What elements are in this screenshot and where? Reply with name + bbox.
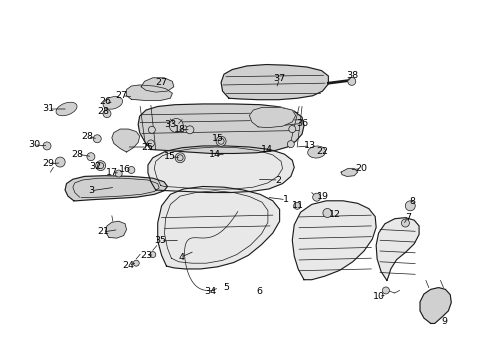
Polygon shape bbox=[148, 146, 294, 193]
Text: 15: 15 bbox=[164, 152, 176, 161]
Circle shape bbox=[115, 170, 122, 177]
Text: 21: 21 bbox=[97, 228, 109, 237]
Polygon shape bbox=[340, 168, 357, 176]
Circle shape bbox=[96, 161, 105, 171]
Text: 36: 36 bbox=[295, 119, 307, 128]
Text: 18: 18 bbox=[174, 125, 186, 134]
Text: 5: 5 bbox=[223, 283, 228, 292]
Text: 7: 7 bbox=[404, 213, 410, 222]
Polygon shape bbox=[141, 78, 173, 92]
Text: 4: 4 bbox=[178, 253, 184, 262]
Polygon shape bbox=[65, 176, 167, 201]
Text: 26: 26 bbox=[100, 97, 111, 106]
Circle shape bbox=[287, 141, 294, 148]
Circle shape bbox=[216, 136, 225, 146]
Text: 23: 23 bbox=[140, 251, 152, 260]
Text: 16: 16 bbox=[119, 165, 131, 174]
Circle shape bbox=[128, 166, 135, 174]
Text: 30: 30 bbox=[28, 140, 40, 149]
Polygon shape bbox=[292, 201, 375, 280]
Text: 17: 17 bbox=[106, 168, 118, 177]
Text: 3: 3 bbox=[88, 186, 94, 195]
Circle shape bbox=[405, 201, 414, 211]
Circle shape bbox=[93, 135, 101, 143]
Text: 28: 28 bbox=[72, 150, 83, 159]
Circle shape bbox=[43, 142, 51, 150]
Text: 37: 37 bbox=[273, 75, 285, 84]
Polygon shape bbox=[105, 221, 126, 238]
Text: 35: 35 bbox=[154, 237, 166, 246]
Circle shape bbox=[133, 260, 139, 266]
Polygon shape bbox=[221, 64, 328, 100]
Text: 28: 28 bbox=[81, 132, 93, 141]
Circle shape bbox=[169, 118, 183, 132]
Circle shape bbox=[322, 208, 331, 217]
Polygon shape bbox=[249, 108, 295, 128]
Circle shape bbox=[55, 157, 65, 167]
Circle shape bbox=[147, 140, 154, 147]
Circle shape bbox=[312, 193, 320, 201]
Text: 19: 19 bbox=[316, 192, 328, 201]
Text: 8: 8 bbox=[409, 197, 415, 206]
Circle shape bbox=[149, 252, 156, 257]
Circle shape bbox=[185, 126, 193, 134]
Circle shape bbox=[148, 126, 155, 133]
Circle shape bbox=[87, 153, 95, 161]
Text: 20: 20 bbox=[355, 164, 367, 173]
Ellipse shape bbox=[56, 102, 77, 116]
Text: 31: 31 bbox=[42, 104, 55, 113]
Text: 27: 27 bbox=[155, 78, 167, 87]
Polygon shape bbox=[112, 129, 140, 152]
Polygon shape bbox=[375, 218, 418, 280]
Circle shape bbox=[401, 219, 408, 227]
Text: 29: 29 bbox=[42, 159, 54, 168]
Circle shape bbox=[382, 287, 388, 294]
Text: 13: 13 bbox=[304, 141, 316, 150]
Circle shape bbox=[347, 77, 355, 85]
Circle shape bbox=[293, 202, 300, 209]
Text: 32: 32 bbox=[89, 162, 102, 171]
Text: 28: 28 bbox=[97, 107, 109, 116]
Text: 11: 11 bbox=[291, 201, 304, 210]
Text: 1: 1 bbox=[283, 195, 288, 204]
Text: 24: 24 bbox=[122, 261, 134, 270]
Text: 33: 33 bbox=[164, 120, 176, 129]
Text: 22: 22 bbox=[316, 147, 328, 156]
Text: 14: 14 bbox=[209, 150, 221, 159]
Text: 25: 25 bbox=[141, 143, 153, 152]
Text: 12: 12 bbox=[328, 210, 340, 219]
Text: 10: 10 bbox=[372, 292, 384, 301]
Circle shape bbox=[103, 110, 111, 118]
Polygon shape bbox=[138, 104, 304, 153]
Text: 38: 38 bbox=[346, 71, 358, 80]
Ellipse shape bbox=[103, 96, 122, 109]
Circle shape bbox=[175, 153, 185, 163]
Text: 14: 14 bbox=[260, 145, 272, 154]
Text: 15: 15 bbox=[211, 134, 223, 143]
Text: 9: 9 bbox=[441, 317, 447, 326]
Polygon shape bbox=[158, 186, 279, 269]
Circle shape bbox=[288, 126, 295, 132]
Text: 2: 2 bbox=[275, 176, 281, 185]
Polygon shape bbox=[126, 85, 172, 100]
Polygon shape bbox=[419, 288, 450, 323]
Ellipse shape bbox=[307, 146, 325, 158]
Text: 6: 6 bbox=[256, 287, 262, 296]
Text: 34: 34 bbox=[204, 287, 216, 296]
Text: 27: 27 bbox=[115, 91, 127, 100]
